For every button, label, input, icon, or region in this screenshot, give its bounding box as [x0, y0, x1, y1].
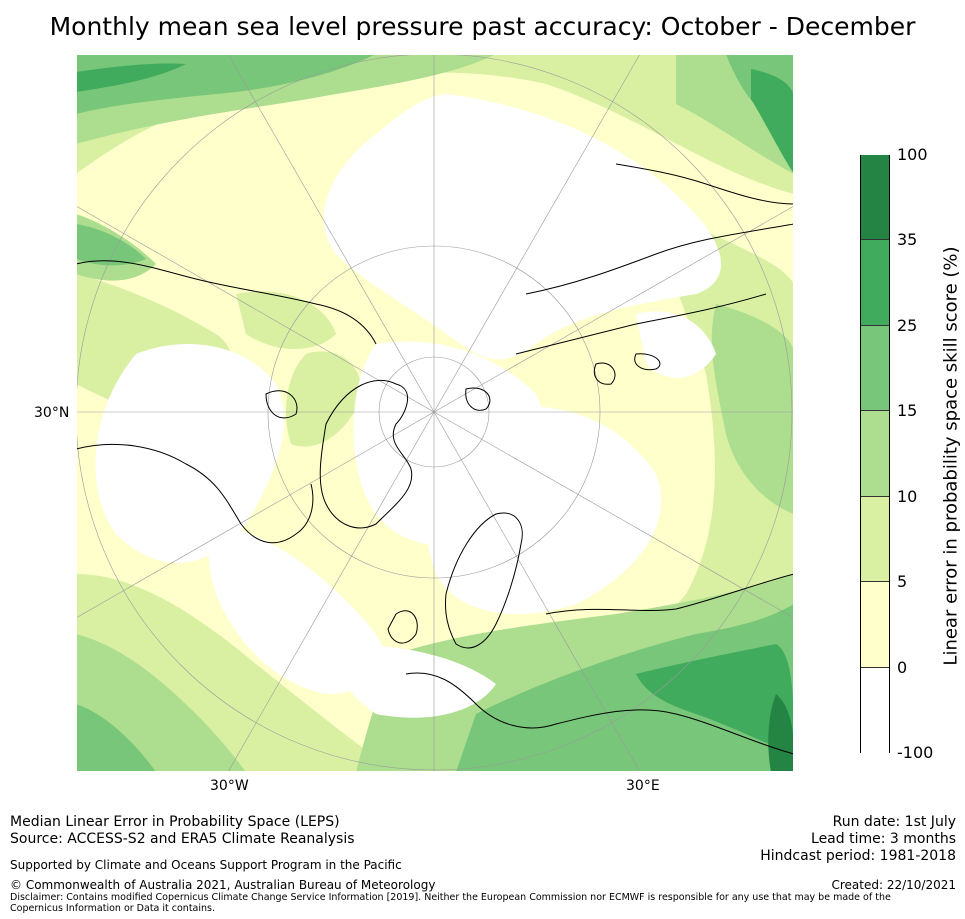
- lead-time: Lead time: 3 months: [811, 831, 956, 847]
- footer-run-info: Run date: 1st July Lead time: 3 months H…: [760, 814, 956, 865]
- footer-line1: Median Linear Error in Probability Space…: [10, 814, 340, 830]
- colorbar-tick-label: 35: [897, 230, 918, 250]
- colorbar-bin: [861, 155, 889, 241]
- colorbar-tick-label: -100: [897, 743, 934, 762]
- colorbar-label: Linear error in probability space skill …: [940, 246, 962, 666]
- footer-line2: Source: ACCESS-S2 and ERA5 Climate Reana…: [10, 831, 355, 847]
- lat-label-30n: 30°N: [34, 405, 70, 421]
- lon-label-30e: 30°E: [626, 778, 660, 794]
- skill-region-25-35: [76, 63, 794, 754]
- colorbar-bin: [861, 496, 889, 583]
- run-date: Run date: 1st July: [832, 814, 956, 830]
- colorbar-tick-label: 15: [897, 401, 918, 421]
- colorbar-tick-label: 100: [897, 145, 928, 164]
- chart-title: Monthly mean sea level pressure past acc…: [49, 12, 916, 41]
- skill-map: [76, 54, 794, 772]
- skill-region-negative: [95, 94, 721, 718]
- footer-method: Median Linear Error in Probability Space…: [10, 814, 355, 848]
- lon-label-30w: 30°W: [210, 778, 249, 794]
- colorbar-bin: [861, 240, 889, 326]
- colorbar: [860, 155, 890, 753]
- colorbar-bin: [861, 667, 889, 753]
- footer-support: Supported by Climate and Oceans Support …: [10, 858, 402, 872]
- colorbar-tick-label: 10: [897, 486, 918, 506]
- footer-copyright: © Commonwealth of Australia 2021, Austra…: [10, 878, 436, 892]
- colorbar-bin: [861, 582, 889, 668]
- coastlines: [76, 163, 794, 755]
- colorbar-tick-label: 25: [897, 315, 918, 335]
- colorbar-bin: [861, 325, 889, 412]
- created-date: Created: 22/10/2021: [831, 878, 956, 892]
- graticule: [76, 54, 794, 772]
- hindcast-period: Hindcast period: 1981-2018: [760, 848, 956, 864]
- footer-disclaimer: Disclaimer: Contains modified Copernicus…: [10, 892, 891, 914]
- colorbar-bin: [861, 411, 889, 497]
- colorbar-tick-label: 0: [897, 657, 908, 677]
- colorbar-tick-label: 5: [897, 572, 908, 592]
